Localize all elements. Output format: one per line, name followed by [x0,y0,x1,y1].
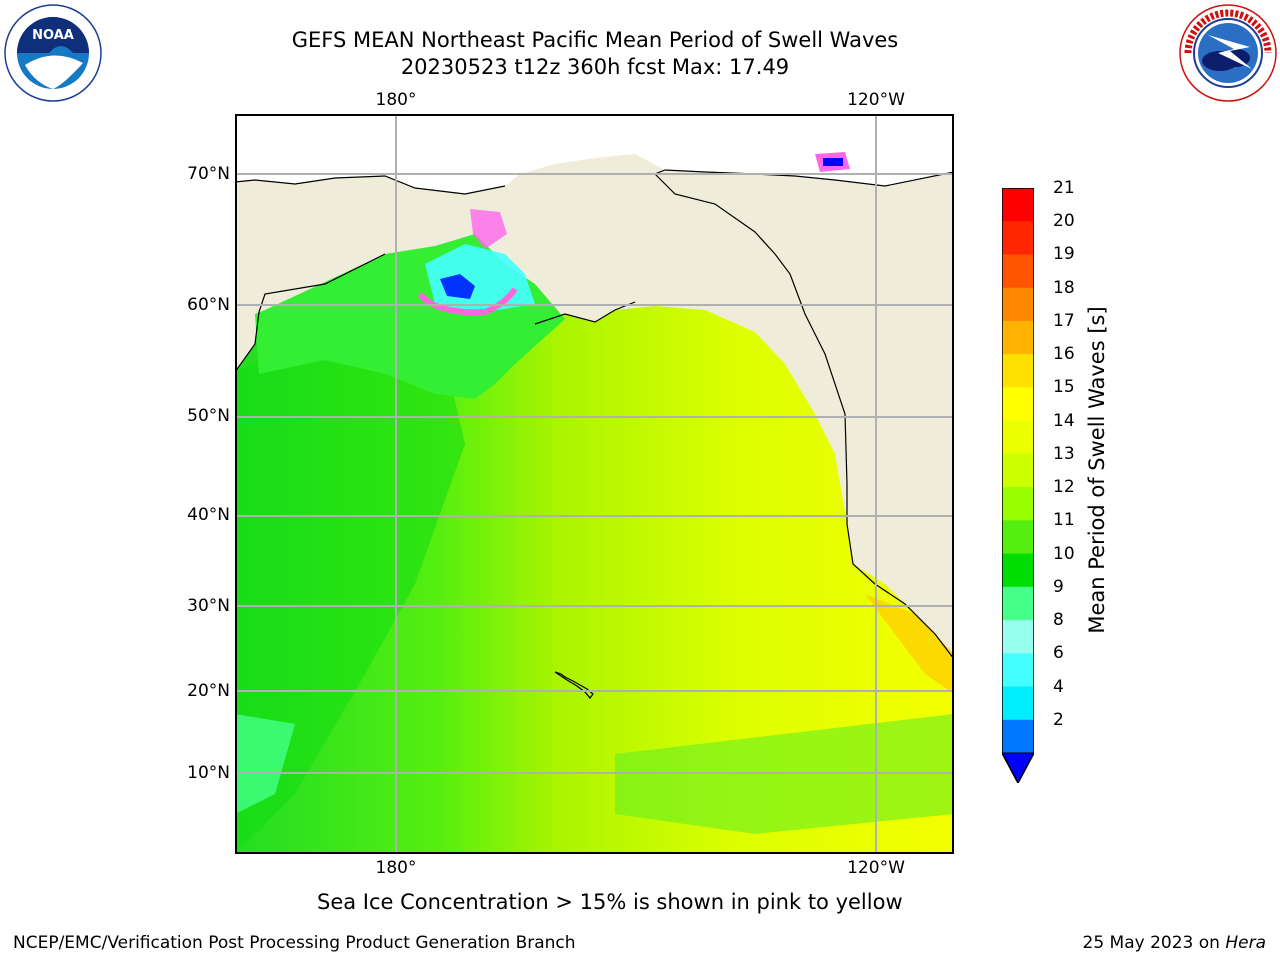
colorbar-tick-label: 11 [1053,510,1075,531]
colorbar-tick-label: 19 [1053,244,1075,265]
colorbar-tick-label: 10 [1053,543,1075,564]
colorbar-tick-label: 20 [1053,211,1075,232]
colorbar-segment [1002,620,1034,654]
colorbar-tick-label: 9 [1053,576,1064,597]
noaa-logo-text: NOAA [32,28,74,43]
long-period-patch [865,594,954,694]
lat-label-30n: 30°N [187,596,230,616]
colorbar-segment [1002,719,1034,754]
footer-date-text: 25 May 2023 on [1082,933,1220,953]
colorbar-tick-label: 14 [1053,410,1075,431]
colorbar-tick-label: 17 [1053,310,1075,331]
noaa-logo-icon: NOAA [4,4,102,102]
lat-label-40n: 40°N [187,505,230,525]
colorbar-segment [1002,653,1034,688]
colorbar-segment [1002,354,1034,388]
colorbar-segment [1002,553,1034,588]
sea-ice-north [470,209,507,249]
colorbar [1002,188,1034,783]
lat-label-10n: 10°N [187,763,230,783]
colorbar-segment [1002,420,1034,455]
chart-title: GEFS MEAN Northeast Pacific Mean Period … [291,28,899,52]
colorbar-segment [1002,254,1034,289]
colorbar-segment [1002,586,1034,621]
colorbar-segment [1002,188,1034,222]
colorbar-segment [1002,320,1034,355]
colorbar-segment [1002,487,1034,521]
lat-label-70n: 70°N [187,164,230,184]
coastline-siberia [235,175,506,373]
colorbar-segment [1002,387,1034,422]
lon-label-top-180: 180° [375,90,417,110]
colorbar-tick-label: 12 [1053,477,1075,498]
sea-ice-core [440,274,475,299]
coastline-alaska-peninsula [534,301,636,325]
lat-label-50n: 50°N [187,406,230,426]
colorbar-label: Mean Period of Swell Waves [s] [1085,306,1109,634]
green-swell-band [235,289,465,854]
colorbar-tick-label: 13 [1053,443,1075,464]
colorbar-tick-label: 18 [1053,277,1075,298]
lon-label-top-120w: 120°W [847,90,905,110]
lon-label-bottom-120w: 120°W [847,858,905,878]
colorbar-tick-label: 21 [1053,178,1075,198]
colorbar-border [1002,188,1034,783]
colorbar-tick-label: 6 [1053,643,1064,664]
lat-label-20n: 20°N [187,681,230,701]
lon-label-bottom-180: 180° [375,858,417,878]
beaufort-ice-core [823,158,843,166]
colorbar-segment [1002,686,1034,721]
footer-date: 25 May 2023 on Hera [1083,932,1267,954]
chart-subtitle: 20230523 t12z 360h fcst Max: 17.49 [400,55,790,79]
sea-ice-note: Sea Ice Concentration > 15% is shown in … [317,890,903,914]
colorbar-tick-label: 8 [1053,610,1064,631]
colorbar-tick-label: 15 [1053,377,1075,398]
map-border [235,114,954,854]
nws-logo-icon [1179,4,1277,102]
coastline-north-america [653,169,954,660]
footer-credit: NCEP/EMC/Verification Post Processing Pr… [13,933,576,953]
colorbar-segment [1002,453,1034,488]
graticule [235,114,954,854]
colorbar-tick-label: 4 [1053,676,1064,697]
sea-ice-edge [417,287,518,316]
colorbar-tick-label: 16 [1053,344,1075,365]
map-panel [235,114,954,854]
colorbar-extend-triangle [1002,752,1034,783]
colorbar-segment [1002,520,1034,555]
colorbar-segment [1002,287,1034,322]
southwest-band [235,714,295,814]
colorbar-tick-label: 2 [1053,709,1064,730]
lat-label-60n: 60°N [187,295,230,315]
colorbar-segment [1002,221,1034,255]
footer-host: Hera [1225,933,1266,953]
